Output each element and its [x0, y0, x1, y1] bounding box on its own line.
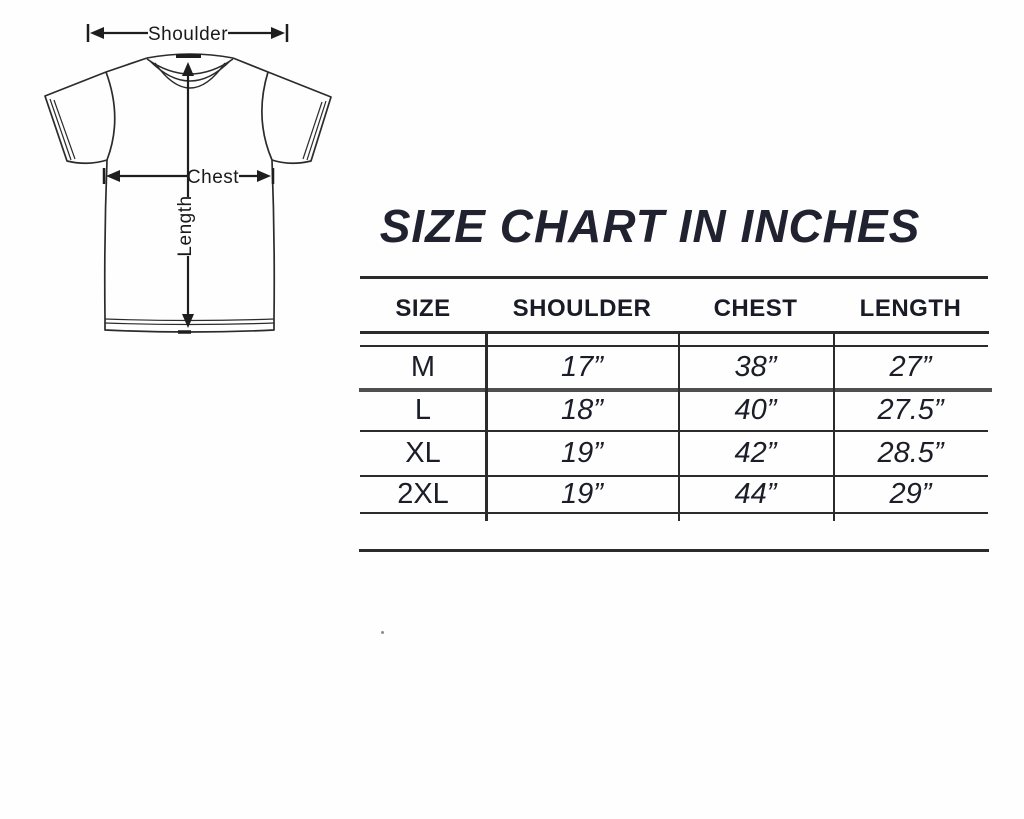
left-cuff-rib-2: [53, 99, 76, 160]
column-divider-2: [678, 332, 680, 521]
chest-dimension-label: Chest: [187, 167, 239, 188]
length-cell: 27.5”: [877, 394, 944, 426]
left-arrowhead-icon: [90, 27, 104, 39]
length-cell: 29”: [889, 477, 932, 510]
table-header-length: LENGTH: [859, 295, 962, 322]
right-arrowhead-icon: [271, 27, 285, 39]
shoulder-cell: 17”: [561, 351, 603, 383]
left-cuff-rib-1: [49, 98, 72, 161]
chest-cell: 38”: [734, 351, 777, 383]
column-divider-1: [485, 332, 488, 521]
length-dimension-label: Length: [175, 195, 196, 256]
chest-arrow: Chest: [102, 167, 275, 188]
shoulder-cell: 19”: [561, 436, 603, 469]
right-cuff-rib-1: [306, 100, 327, 161]
left-arrowhead-icon: [106, 170, 120, 182]
down-arrowhead-icon: [182, 314, 194, 328]
left-sleeve: [44, 57, 148, 165]
tshirt-diagram: Shoulder Chest: [44, 24, 332, 334]
header-underline: [360, 331, 989, 334]
table-top-border: [360, 276, 988, 279]
length-cell: 28.5”: [877, 436, 944, 469]
collar-curve-3: [154, 62, 226, 89]
length-arrow: Length: [175, 54, 201, 334]
chest-cell: 42”: [734, 436, 777, 469]
up-arrowhead-icon: [182, 62, 194, 76]
size-cell: L: [414, 394, 432, 426]
row-m-underline-thick: [359, 388, 992, 392]
length-cell: 27”: [889, 351, 932, 383]
left-armhole-seam: [105, 71, 116, 161]
table-header-shoulder: SHOULDER: [512, 295, 652, 322]
size-cell: M: [410, 351, 436, 383]
column-divider-3: [833, 332, 835, 521]
chest-cell: 44”: [734, 477, 777, 510]
page-title: SIZE CHART IN INCHES: [379, 200, 921, 252]
right-cuff-rib-2: [302, 101, 323, 160]
right-armhole-seam: [261, 71, 273, 161]
chest-cell: 40”: [734, 394, 777, 426]
row-l-underline: [360, 430, 988, 432]
size-cell: 2XL: [397, 477, 449, 510]
spacer-row-line: [360, 345, 988, 347]
shoulder-arrow: Shoulder: [86, 24, 289, 45]
table-header-size: SIZE: [395, 295, 451, 322]
hem-line-2: [104, 322, 275, 326]
shoulder-cell: 19”: [561, 477, 603, 510]
row-2xl-underline: [360, 512, 988, 514]
size-cell: XL: [405, 436, 441, 469]
shoulder-cell: 18”: [561, 394, 603, 426]
right-arrowhead-icon: [257, 170, 271, 182]
table-header-chest: CHEST: [713, 295, 798, 322]
row-xl-underline: [360, 475, 988, 477]
table-bottom-border: [359, 549, 989, 552]
artifact-dot: [381, 631, 384, 634]
right-sleeve: [232, 57, 332, 165]
shoulder-dimension-label: Shoulder: [148, 24, 228, 45]
